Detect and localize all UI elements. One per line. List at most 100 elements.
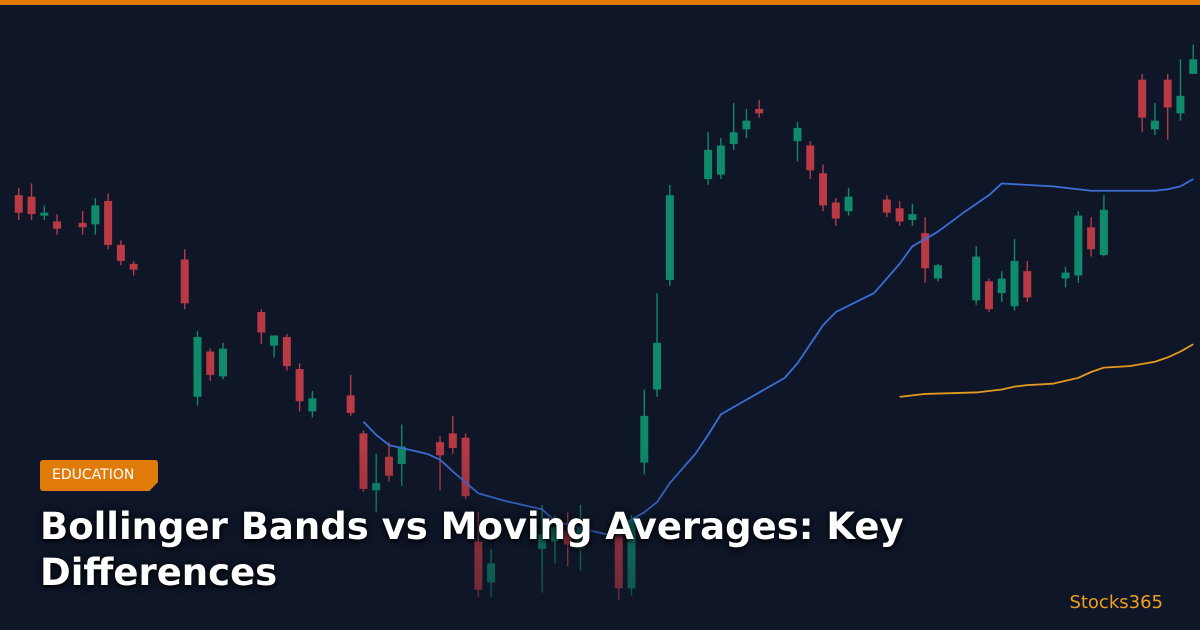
candle xyxy=(295,363,304,412)
candle xyxy=(665,184,674,286)
candle xyxy=(91,198,100,235)
candle-body xyxy=(908,214,917,220)
candle-body xyxy=(1150,120,1159,130)
candle xyxy=(1061,266,1070,288)
candle-body xyxy=(742,120,751,130)
candle-body xyxy=(308,398,317,412)
candle-body xyxy=(729,132,738,144)
candle xyxy=(40,205,49,220)
candle xyxy=(129,260,138,276)
candle xyxy=(933,263,942,282)
candle-body xyxy=(1023,271,1032,298)
candle-body xyxy=(1138,79,1147,118)
candle-body xyxy=(819,173,828,206)
candle xyxy=(1176,59,1185,121)
candle-body xyxy=(1163,79,1172,108)
candle-body xyxy=(180,259,189,304)
candle-body xyxy=(972,256,981,301)
candle xyxy=(1138,73,1147,133)
candle xyxy=(1150,103,1159,136)
candle-body xyxy=(665,195,674,280)
candle-body xyxy=(1099,209,1108,256)
candle-body xyxy=(14,195,23,213)
candle xyxy=(270,335,279,358)
candle xyxy=(755,100,764,118)
candle xyxy=(116,240,125,266)
candle xyxy=(895,201,904,226)
candle-body xyxy=(806,145,815,171)
candle-body xyxy=(831,202,840,219)
candle xyxy=(78,211,87,235)
candle xyxy=(53,214,62,235)
candle-body xyxy=(882,199,891,213)
candle-body xyxy=(716,145,725,175)
candle xyxy=(1023,260,1032,302)
candle-body xyxy=(270,335,279,346)
candle xyxy=(997,271,1006,302)
candle xyxy=(193,331,202,406)
candle-body xyxy=(129,263,138,270)
candle-body xyxy=(346,395,355,413)
candle xyxy=(793,122,802,162)
candle xyxy=(1074,211,1083,283)
candle xyxy=(742,108,751,139)
candle xyxy=(14,187,23,220)
candle-body xyxy=(793,127,802,142)
candle-body xyxy=(219,348,228,377)
candle-body xyxy=(933,265,942,279)
candle-body xyxy=(844,196,853,212)
candle-body xyxy=(40,212,49,216)
candle-body xyxy=(78,222,87,228)
candle xyxy=(882,195,891,218)
candle xyxy=(282,334,291,371)
candle-body xyxy=(1010,260,1019,307)
candle-body xyxy=(295,369,304,402)
candle xyxy=(984,278,993,313)
candle-body xyxy=(984,281,993,310)
candle xyxy=(729,103,738,150)
candle xyxy=(716,138,725,180)
candle-body xyxy=(1087,227,1096,250)
candle xyxy=(1163,73,1172,140)
text-legibility-overlay xyxy=(0,440,1000,630)
candle-body xyxy=(704,149,713,180)
category-badge[interactable]: EDUCATION xyxy=(40,460,158,491)
candle xyxy=(653,293,662,397)
candle-body xyxy=(1189,59,1198,74)
candle-body xyxy=(193,336,202,397)
candle xyxy=(972,246,981,305)
candle-body xyxy=(1074,215,1083,276)
candle-body xyxy=(653,342,662,390)
candle xyxy=(346,374,355,416)
candle-body xyxy=(91,205,100,225)
candle xyxy=(819,164,828,212)
candle xyxy=(308,391,317,418)
candle-body xyxy=(257,312,266,333)
candle-body xyxy=(206,351,215,375)
candle-body xyxy=(116,244,125,261)
candle-body xyxy=(1176,95,1185,114)
candle xyxy=(921,217,930,283)
candle xyxy=(1189,44,1198,74)
candle-body xyxy=(1061,272,1070,279)
candle xyxy=(806,141,815,180)
candle xyxy=(257,309,266,345)
candle xyxy=(704,132,713,185)
candle-body xyxy=(997,278,1006,294)
candle-body xyxy=(104,201,113,245)
candle xyxy=(1010,239,1019,311)
candle xyxy=(27,183,36,220)
candle-body xyxy=(640,415,649,463)
candle-body xyxy=(282,336,291,367)
candle-body xyxy=(895,208,904,222)
article-title[interactable]: Bollinger Bands vs Moving Averages: Key … xyxy=(40,505,904,594)
candle xyxy=(206,348,215,381)
candle-body xyxy=(53,221,62,229)
candle-body xyxy=(755,108,764,114)
top-accent-bar xyxy=(0,0,1200,5)
brand-logo-text: Stocks365 xyxy=(1069,592,1163,613)
candle xyxy=(844,187,853,216)
candle xyxy=(1099,195,1108,257)
